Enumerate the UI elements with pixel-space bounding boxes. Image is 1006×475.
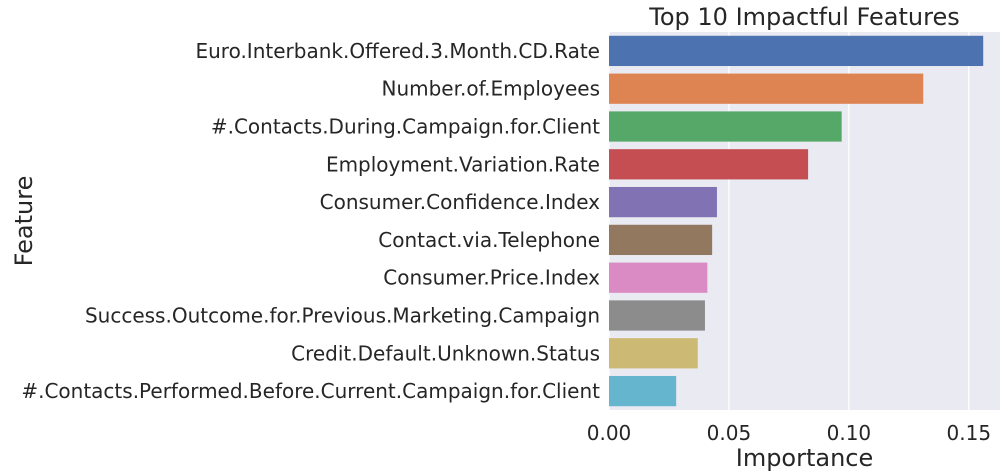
category-label: Consumer.Confidence.Index bbox=[320, 190, 601, 214]
bar bbox=[609, 338, 698, 369]
category-label: Success.Outcome.for.Previous.Marketing.C… bbox=[85, 304, 600, 328]
bar bbox=[609, 149, 809, 180]
chart-title: Top 10 Impactful Features bbox=[648, 3, 959, 31]
bar bbox=[609, 35, 984, 67]
bars bbox=[609, 35, 984, 407]
bar bbox=[609, 375, 677, 407]
x-tick-label: 0.05 bbox=[707, 421, 752, 445]
x-tick-label: 0.10 bbox=[827, 421, 872, 445]
category-label: #.Contacts.Performed.Before.Current.Camp… bbox=[21, 379, 600, 403]
y-axis-label: Feature bbox=[10, 176, 38, 267]
bar bbox=[609, 262, 708, 293]
category-label: Euro.Interbank.Offered.3.Month.CD.Rate bbox=[195, 39, 600, 63]
category-label: Consumer.Price.Index bbox=[383, 266, 600, 290]
x-tick-label: 0.15 bbox=[947, 421, 992, 445]
bar bbox=[609, 111, 842, 142]
category-label: Credit.Default.Unknown.Status bbox=[291, 341, 600, 365]
category-label: Employment.Variation.Rate bbox=[326, 152, 600, 176]
bar bbox=[609, 300, 705, 331]
category-label: Number.of.Employees bbox=[381, 77, 600, 101]
bar bbox=[609, 224, 713, 256]
x-axis-label: Importance bbox=[736, 444, 874, 472]
bar bbox=[609, 73, 924, 104]
x-tick-label: 0.00 bbox=[587, 421, 632, 445]
bar bbox=[609, 186, 717, 218]
category-label: #.Contacts.During.Campaign.for.Client bbox=[211, 115, 600, 139]
x-tick-labels: 0.00 0.05 0.10 0.15 bbox=[587, 421, 991, 445]
category-labels: Euro.Interbank.Offered.3.Month.CD.Rate Nu… bbox=[21, 39, 600, 403]
category-label: Contact.via.Telephone bbox=[378, 228, 600, 252]
